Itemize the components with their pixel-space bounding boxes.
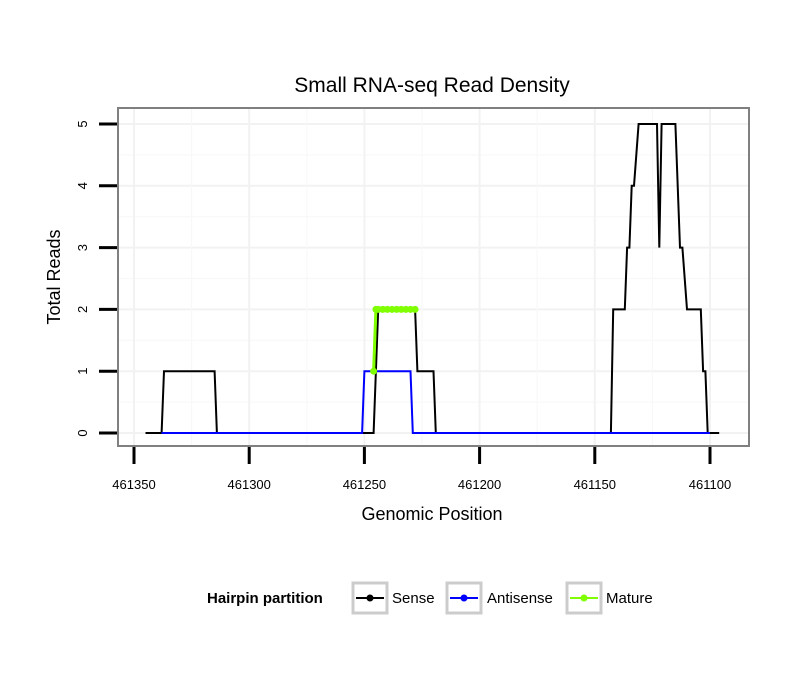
mature-point xyxy=(370,367,378,375)
y-tick-label: 2 xyxy=(75,306,90,313)
x-tick-label: 461250 xyxy=(343,477,386,492)
y-tick-label: 0 xyxy=(75,429,90,436)
legend-item-sense: Sense xyxy=(351,581,435,615)
legend-title: Hairpin partition xyxy=(207,590,323,607)
y-tick-label: 5 xyxy=(75,120,90,127)
sense-series-line xyxy=(145,123,720,434)
chart-title: Small RNA-seq Read Density xyxy=(294,74,570,97)
panel-border xyxy=(117,107,750,447)
x-tick-label: 461300 xyxy=(228,477,271,492)
mature-point xyxy=(411,305,419,313)
series-layer xyxy=(145,123,720,434)
x-axis-label: Genomic Position xyxy=(361,504,502,524)
legend-label-mature: Mature xyxy=(606,590,653,607)
x-tick-label: 461350 xyxy=(112,477,155,492)
x-tick-label: 461150 xyxy=(574,477,616,492)
legend-key-dot xyxy=(460,594,468,602)
y-axis-label: Total Reads xyxy=(44,229,64,324)
legend-item-antisense: Antisense xyxy=(445,581,553,615)
y-axis: 0 1 2 3 4 5 xyxy=(75,120,117,437)
legend-item-mature: Mature xyxy=(565,581,653,615)
x-axis: 461350 461300 461250 461200 461150 461100 xyxy=(112,447,731,492)
x-tick-label: 461100 xyxy=(689,477,731,492)
x-tick-label: 461200 xyxy=(458,477,501,492)
y-tick-label: 4 xyxy=(75,182,90,189)
legend: Hairpin partition Sense Antisense Mature xyxy=(207,581,653,615)
legend-key-dot xyxy=(580,594,588,602)
antisense-series-line xyxy=(161,370,710,434)
legend-key-dot xyxy=(366,594,374,602)
legend-label-antisense: Antisense xyxy=(487,590,553,607)
y-tick-label: 1 xyxy=(75,368,90,375)
y-tick-label: 3 xyxy=(75,244,90,251)
legend-label-sense: Sense xyxy=(392,590,435,607)
